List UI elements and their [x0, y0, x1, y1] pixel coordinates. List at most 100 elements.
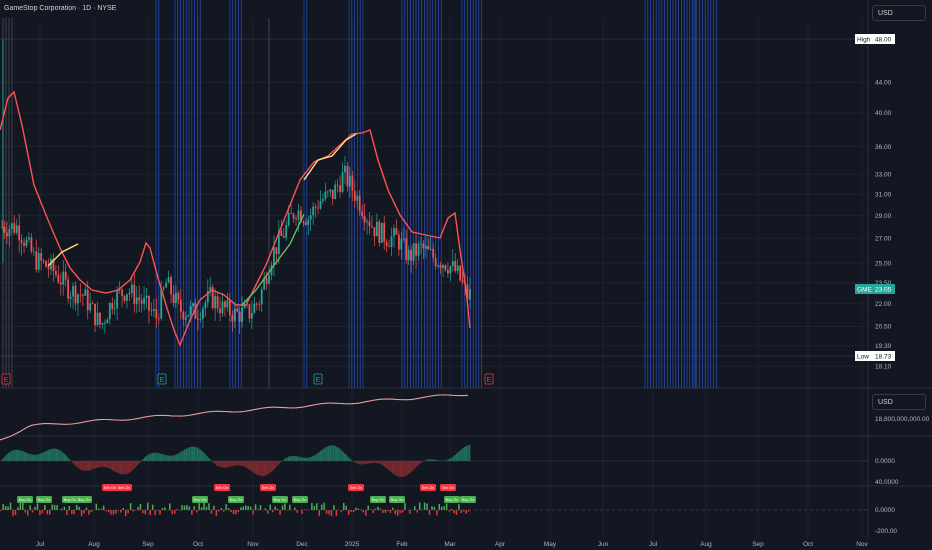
signal-bar [313, 506, 316, 510]
candle [454, 261, 457, 271]
osc-bar [275, 461, 277, 468]
candle [251, 312, 253, 319]
candle [153, 309, 155, 311]
candle [356, 195, 359, 201]
earnings-marker [313, 373, 323, 385]
candle [451, 261, 454, 267]
candle [35, 251, 38, 270]
osc-bar [337, 447, 340, 461]
candle [309, 215, 312, 220]
signal-bar [161, 508, 164, 510]
signal-bar [196, 510, 198, 513]
signal-bar [107, 510, 110, 513]
signal-bar [372, 510, 374, 513]
candle [273, 247, 275, 266]
candle [331, 189, 334, 199]
osc-bar [433, 459, 436, 461]
buy-flag-label: Buy On [446, 498, 459, 502]
candle [383, 222, 386, 243]
price-tick: 29.00 [875, 213, 892, 220]
candle [236, 308, 239, 312]
candle [339, 185, 341, 192]
candle [228, 300, 231, 316]
time-tick: Feb [396, 541, 408, 548]
osc-bar [208, 457, 210, 461]
buy-flag-label: Buy On [294, 498, 307, 502]
candle [393, 228, 395, 237]
candle [466, 284, 469, 300]
osc-bar [124, 461, 127, 475]
last-symbol: GME [857, 286, 872, 293]
price-tick: 40.00 [875, 110, 892, 117]
earnings-marker-label: E [160, 377, 165, 384]
signal-bar [164, 507, 166, 510]
signal-bar [426, 503, 428, 510]
osc-bar [209, 459, 212, 461]
osc-bar [316, 453, 319, 461]
grid [0, 0, 932, 538]
osc-bar [361, 461, 364, 465]
candle [197, 318, 199, 320]
price-tick: 36.00 [875, 144, 892, 151]
signal-bar [369, 509, 372, 510]
candle [23, 243, 25, 246]
candle [42, 260, 45, 262]
candle [187, 315, 190, 317]
signal-bar [237, 510, 240, 513]
osc-bar [286, 457, 288, 461]
osc-bar [276, 461, 279, 466]
signal-bar [330, 510, 333, 517]
candle [439, 265, 442, 268]
osc-bar [139, 461, 141, 463]
price-tick: 27.00 [875, 236, 892, 243]
candle [206, 291, 209, 303]
osc-bar [187, 447, 189, 461]
price-tick: 20.50 [875, 324, 892, 331]
osc-bar [304, 457, 306, 461]
signal-bar [311, 503, 313, 510]
osc-bar [44, 451, 47, 461]
signal-bar [379, 508, 382, 510]
osc-bar [180, 451, 183, 461]
osc-bar [190, 446, 192, 461]
signal-bar [423, 502, 426, 510]
signal-bar [117, 510, 120, 511]
currency-button-lower[interactable]: USD [872, 394, 926, 410]
signal-bar [384, 510, 387, 513]
osc-bar [417, 461, 420, 466]
osc-bar [14, 449, 16, 461]
moving-average [0, 90, 471, 347]
candle [380, 222, 383, 243]
currency-button[interactable]: USD [872, 5, 926, 21]
osc-bar [385, 461, 388, 469]
osc-bar [232, 461, 234, 467]
candle [375, 221, 378, 237]
osc-bar [278, 461, 280, 464]
signal-bar [85, 507, 88, 510]
osc-bar [172, 455, 175, 461]
signal-bar [120, 510, 122, 513]
price-tick: 33.00 [875, 172, 892, 179]
osc-bar [200, 449, 202, 461]
osc-bar [89, 461, 92, 471]
candle [113, 308, 116, 310]
candle [358, 195, 361, 212]
osc-bar [259, 461, 261, 476]
osc-bar [339, 448, 341, 461]
osc-bar [108, 461, 111, 469]
osc-bar [214, 461, 216, 465]
signal-bar [90, 510, 93, 512]
osc-bar [315, 454, 317, 461]
signal-bar [142, 510, 144, 514]
osc-bar [372, 461, 375, 463]
signal-bar [149, 510, 151, 516]
buy-flag-label: Buy On [19, 498, 32, 502]
osc-bar [193, 446, 196, 461]
osc-bar [64, 454, 66, 461]
osc-bar [336, 446, 338, 461]
candle [214, 296, 217, 309]
candle [209, 287, 212, 292]
osc-bar [444, 460, 447, 461]
osc-bar [120, 461, 122, 475]
